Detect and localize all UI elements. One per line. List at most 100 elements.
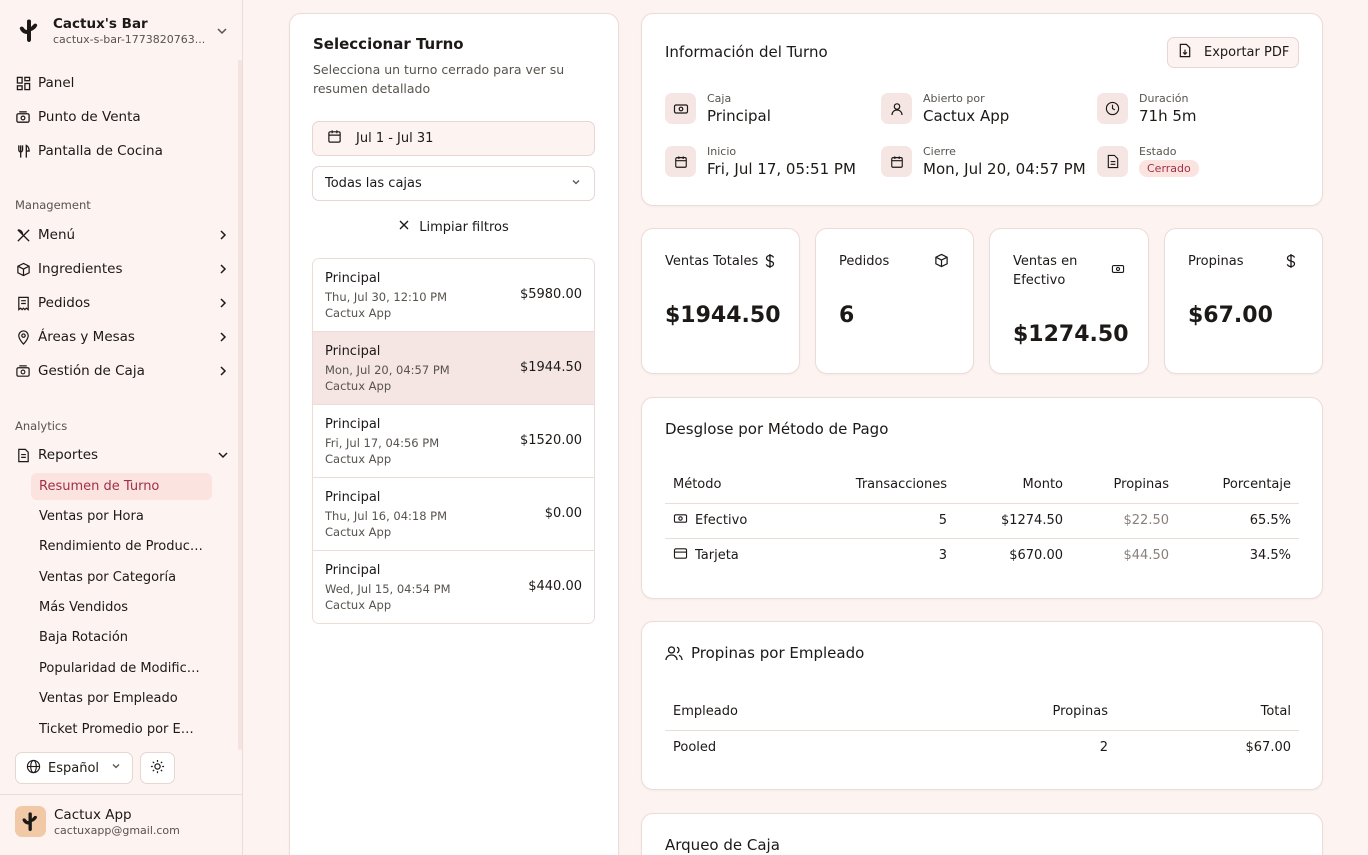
sidebar-item-panel[interactable]: Panel xyxy=(15,69,230,97)
chevron-right-icon xyxy=(216,262,230,276)
register-select[interactable]: Todas las cajas xyxy=(312,166,595,201)
theme-toggle-button[interactable] xyxy=(140,752,175,784)
section-label-analytics: Analytics xyxy=(15,419,68,433)
status-badge: Cerrado xyxy=(1139,160,1199,177)
card-title: Propinas por Empleado xyxy=(691,644,865,662)
payment-breakdown-card: Desglose por Método de Pago Método Trans… xyxy=(641,397,1323,599)
shift-list-item-selected[interactable]: Principal Mon, Jul 20, 04:57 PM Cactux A… xyxy=(313,332,594,405)
receipt-icon xyxy=(15,295,31,311)
sidebar-subitem-shift-summary[interactable]: Resumen de Turno xyxy=(31,473,212,500)
info-label: Duración xyxy=(1139,92,1189,105)
sidebar-subitem-low-rotation[interactable]: Baja Rotación xyxy=(31,624,212,651)
sun-icon xyxy=(150,759,165,778)
cash-icon xyxy=(1111,263,1127,279)
sidebar-subitem-label: Rendimiento de Productos xyxy=(39,539,204,554)
column-header: Propinas xyxy=(965,694,1116,731)
sidebar-subitem-label: Ventas por Hora xyxy=(39,509,144,524)
avatar xyxy=(15,806,46,837)
card-title: Seleccionar Turno xyxy=(313,35,464,53)
sidebar-item-orders[interactable]: Pedidos xyxy=(15,289,230,317)
calendar-icon xyxy=(665,146,696,177)
shift-list-item[interactable]: Principal Thu, Jul 16, 04:18 PM Cactux A… xyxy=(313,478,594,551)
chevron-down-icon xyxy=(214,23,230,39)
percent-cell: 34.5% xyxy=(1249,548,1291,564)
tips-by-employee-card: Propinas por Empleado Empleado Propinas … xyxy=(641,621,1323,790)
total-cell: $67.00 xyxy=(1245,740,1292,756)
info-register: Caja Principal xyxy=(665,92,771,125)
column-header: Porcentaje xyxy=(1177,467,1299,504)
chevron-down-icon xyxy=(110,760,122,776)
percent-cell: 65.5% xyxy=(1177,503,1299,539)
map-pin-icon xyxy=(15,329,31,345)
sidebar-item-ingredients[interactable]: Ingredientes xyxy=(15,255,230,283)
user-profile[interactable]: Cactux App cactuxapp@gmail.com xyxy=(15,806,180,837)
shift-amount: $5980.00 xyxy=(519,287,582,302)
transactions-cell: 5 xyxy=(815,503,955,539)
sidebar-item-reports[interactable]: Reportes xyxy=(15,441,230,469)
file-text-icon xyxy=(15,447,31,463)
package-icon xyxy=(15,261,31,277)
sidebar-item-label: Menú xyxy=(38,227,76,243)
user-name: Cactux App xyxy=(54,806,132,823)
info-value: Principal xyxy=(707,107,771,125)
tips-cell: $44.50 xyxy=(1123,548,1170,564)
export-pdf-label: Exportar PDF xyxy=(1204,45,1290,60)
sidebar-subitem-employee-sales[interactable]: Ventas por Empleado xyxy=(31,685,212,712)
calendar-icon xyxy=(327,129,342,148)
shift-amount: $440.00 xyxy=(528,579,582,594)
brand-subtitle: cactux-s-bar-1773820763... xyxy=(53,33,206,46)
info-label: Estado xyxy=(1139,145,1177,158)
sidebar-subitem-modifier-popularity[interactable]: Popularidad de Modificad... xyxy=(31,655,212,682)
stat-card-orders: Pedidos 6 xyxy=(815,228,974,374)
chevron-down-icon xyxy=(216,448,230,462)
sidebar-item-areas[interactable]: Áreas y Mesas xyxy=(15,323,230,351)
shift-title: Principal xyxy=(325,417,381,432)
tips-table: Empleado Propinas Total Pooled 2 $67.00 xyxy=(665,694,1299,765)
sidebar-item-label: Punto de Venta xyxy=(38,109,141,125)
column-header: Monto xyxy=(955,467,1071,504)
shift-list-item[interactable]: Principal Fri, Jul 17, 04:56 PM Cactux A… xyxy=(313,405,594,478)
cash-drawer-icon xyxy=(15,363,31,379)
sidebar-subitem-hourly-sales[interactable]: Ventas por Hora xyxy=(31,503,212,530)
cash-icon xyxy=(673,512,695,529)
stat-label: Propinas xyxy=(1188,254,1244,269)
card-title: Arqueo de Caja xyxy=(665,836,780,854)
sidebar-subitem-best-sellers[interactable]: Más Vendidos xyxy=(31,594,212,621)
utensils-icon xyxy=(15,227,31,243)
sidebar-item-label: Panel xyxy=(38,75,75,91)
clear-filters-button[interactable]: Limpiar filtros xyxy=(312,214,595,240)
stat-label: Ventas Totales xyxy=(665,254,759,269)
transactions-cell: 3 xyxy=(938,548,947,564)
info-value: Mon, Jul 20, 04:57 PM xyxy=(923,160,1086,178)
brand-switcher[interactable]: Cactux's Bar cactux-s-bar-1773820763... xyxy=(15,10,230,52)
card-title: Desglose por Método de Pago xyxy=(665,420,889,438)
column-header: Transacciones xyxy=(815,467,955,504)
language-select[interactable]: Español xyxy=(15,752,133,784)
sidebar-item-pos[interactable]: Punto de Venta xyxy=(15,103,230,131)
sidebar-item-menu[interactable]: Menú xyxy=(15,221,230,249)
clear-filters-label: Limpiar filtros xyxy=(419,219,509,235)
payment-method: Tarjeta xyxy=(695,548,739,564)
shift-title: Principal xyxy=(325,563,381,578)
sidebar-subitem-label: Ventas por Categoría xyxy=(39,570,177,585)
stat-label: Ventas en Efectivo xyxy=(1013,254,1078,288)
shift-list-item[interactable]: Principal Thu, Jul 30, 12:10 PM Cactux A… xyxy=(313,259,594,332)
export-pdf-button[interactable]: Exportar PDF xyxy=(1167,37,1299,68)
sidebar-scrollbar[interactable] xyxy=(238,60,242,750)
sidebar-item-cash-management[interactable]: Gestión de Caja xyxy=(15,357,230,385)
sidebar-subitem-product-performance[interactable]: Rendimiento de Productos xyxy=(31,533,212,560)
column-header: Propinas xyxy=(1071,467,1177,504)
sidebar-item-label: Reportes xyxy=(38,447,99,463)
info-label: Cierre xyxy=(923,145,956,158)
section-label-management: Management xyxy=(15,198,91,212)
document-icon xyxy=(1097,145,1128,177)
shift-info-card: Información del Turno Exportar PDF Caja … xyxy=(641,13,1323,206)
sidebar-subitem-category-sales[interactable]: Ventas por Categoría xyxy=(31,564,212,591)
sidebar-item-kitchen[interactable]: Pantalla de Cocina xyxy=(15,137,230,165)
sidebar: Cactux's Bar cactux-s-bar-1773820763... … xyxy=(0,0,243,855)
date-range-picker[interactable]: Jul 1 - Jul 31 xyxy=(312,121,595,156)
employee-cell: Pooled xyxy=(673,740,717,756)
shift-list-item[interactable]: Principal Wed, Jul 15, 04:54 PM Cactux A… xyxy=(313,551,594,623)
sidebar-subitem-avg-ticket[interactable]: Ticket Promedio por Empl... xyxy=(31,716,212,743)
calendar-icon xyxy=(881,146,912,177)
